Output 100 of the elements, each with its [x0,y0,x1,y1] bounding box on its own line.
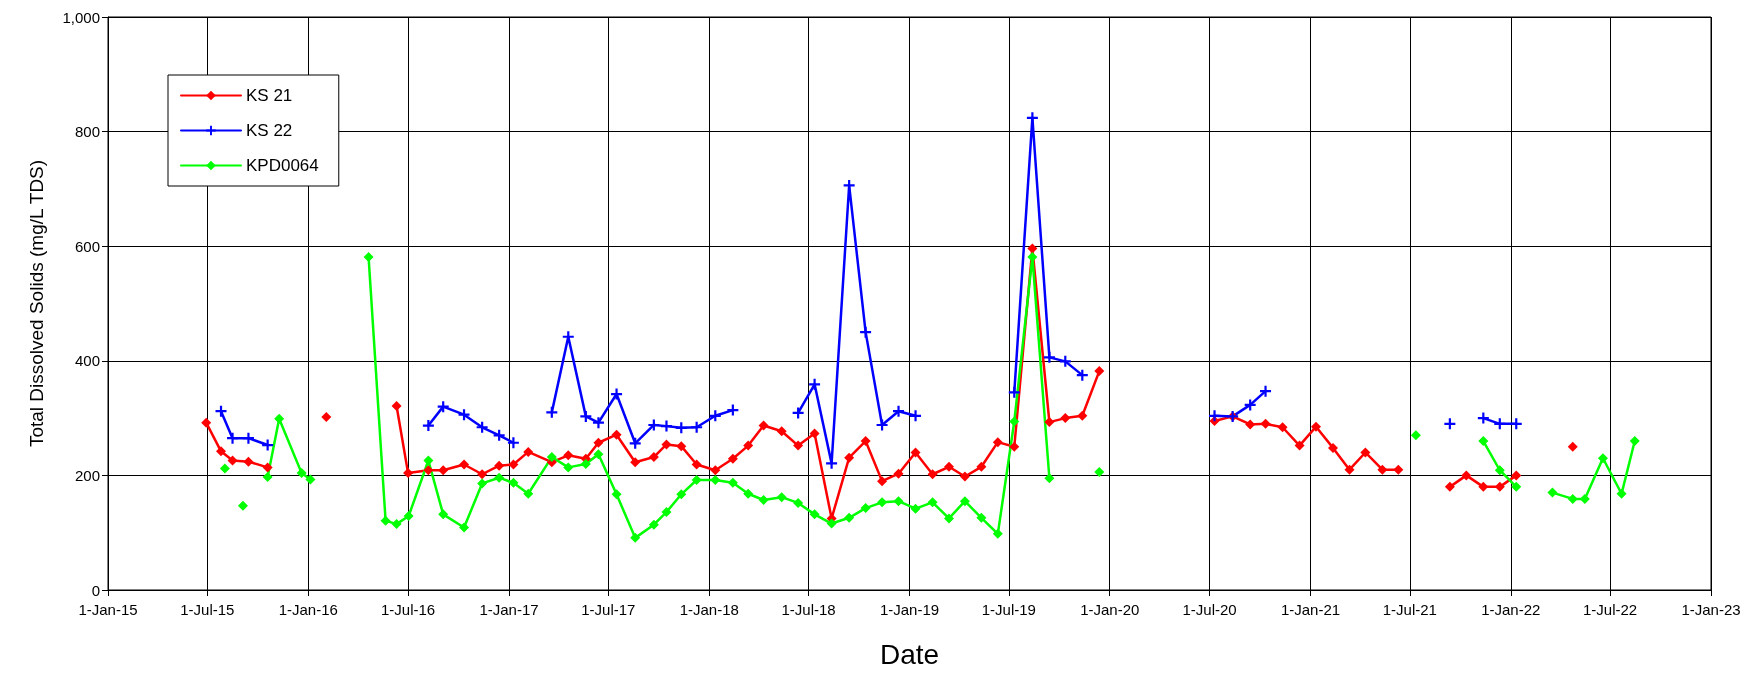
point [630,532,641,543]
point [910,410,922,422]
point [305,474,316,485]
point [876,419,888,431]
x-tick-label: 1-Jul-19 [981,601,1036,618]
point [1044,473,1055,484]
point [1244,399,1256,411]
point [793,497,804,508]
point [843,179,855,191]
x-tick-label: 1-Jul-16 [380,601,436,618]
point [1494,418,1506,430]
point [403,511,414,522]
y-tick-label: 1,000 [62,8,100,26]
point [660,420,672,432]
point [459,522,470,533]
point [380,515,391,526]
point [546,452,557,463]
y-tick-label: 600 [74,237,100,255]
x-tick-label: 1-Jan-18 [679,601,739,618]
point [546,406,558,418]
point [493,429,505,441]
point [758,495,769,506]
point [611,388,623,400]
point [1043,351,1055,363]
point [593,449,604,460]
point [242,432,254,444]
legend-label: KPD0064 [246,156,319,175]
point [1444,418,1456,430]
point [477,478,488,489]
point [1009,416,1020,427]
point [676,489,687,500]
point [648,519,659,530]
point [262,472,273,483]
point [1494,465,1505,476]
x-tick-label: 1-Jul-17 [581,601,636,618]
x-tick-label: 1-Jul-15 [180,601,235,618]
point [844,512,855,523]
x-tick-label: 1-Jul-20 [1182,601,1237,618]
y-tick-label: 400 [74,352,100,370]
point [274,413,285,424]
point [523,488,534,499]
point [1567,493,1578,504]
point [709,410,721,422]
point [1511,481,1522,492]
point [507,437,519,449]
point [611,489,622,500]
y-tick-label: 200 [74,466,100,484]
x-axis-title: Date [879,638,940,670]
point [927,497,938,508]
point [458,409,470,421]
point [959,496,970,507]
legend-label: KS 22 [246,121,293,140]
point [363,252,374,263]
point [219,463,230,474]
point [893,496,904,507]
x-tick-label: 1-Jan-20 [1080,601,1140,618]
x-tick-label: 1-Jan-23 [1681,601,1741,618]
x-tick-label: 1-Jan-17 [479,601,539,618]
x-tick-label: 1-Jul-21 [1382,601,1437,618]
point [691,474,702,485]
point [391,519,402,530]
point [826,518,837,529]
point [1616,488,1627,499]
point [494,472,505,483]
point [1260,385,1272,397]
point [860,503,871,514]
point [580,410,592,422]
point [893,405,905,417]
point [438,509,449,520]
point [296,468,307,479]
point [648,419,660,431]
point [1547,487,1558,498]
point [1094,466,1105,477]
y-tick-label: 800 [74,123,100,141]
point [476,421,488,433]
point [691,421,703,433]
point [262,439,274,451]
point [215,405,227,417]
point [809,509,820,520]
point [1410,430,1421,441]
point [877,497,888,508]
x-tick-label: 1-Jan-15 [78,601,138,618]
x-tick-label: 1-Jan-21 [1280,601,1341,618]
x-tick-label: 1-Jan-19 [879,601,940,618]
x-tick-label: 1-Jul-18 [781,601,836,618]
x-tick-label: 1-Jul-22 [1582,601,1638,618]
point [1477,412,1489,424]
point [592,417,604,429]
point [1059,355,1071,367]
point [976,512,987,523]
point [727,477,738,488]
point [992,528,1003,539]
point [675,422,687,434]
point [792,407,804,419]
x-tick-label: 1-Jan-22 [1481,601,1541,618]
point [661,507,672,518]
point [710,474,721,485]
point [1629,436,1640,447]
point [227,432,239,444]
point [580,458,591,469]
